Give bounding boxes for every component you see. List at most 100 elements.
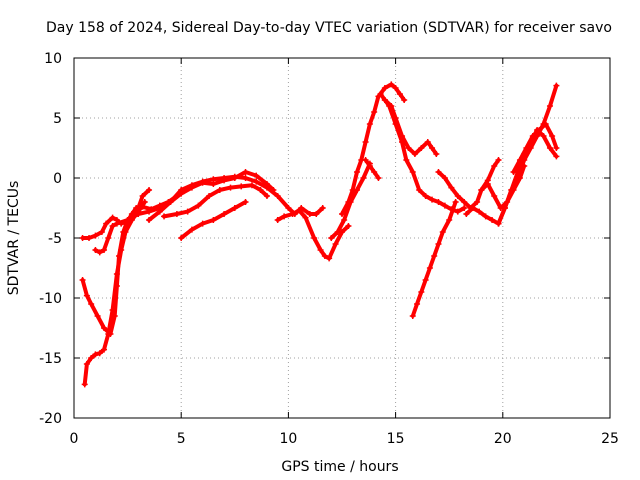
y-tick-label: 5 <box>53 111 62 127</box>
data-point <box>83 292 90 299</box>
data-point <box>484 177 491 184</box>
data-point <box>542 121 549 127</box>
data-point <box>321 253 328 259</box>
data-point <box>317 247 324 253</box>
data-point <box>124 217 131 223</box>
data-point <box>311 235 318 241</box>
data-point <box>128 211 135 217</box>
y-tick-label: -15 <box>39 351 62 367</box>
data-point <box>339 211 345 217</box>
trace-layer <box>80 82 559 387</box>
data-point <box>210 181 217 187</box>
data-point <box>409 313 416 319</box>
data-point <box>118 247 125 253</box>
data-point <box>549 133 556 139</box>
data-point <box>546 103 553 109</box>
data-point <box>349 187 356 193</box>
data-point <box>178 235 185 241</box>
data-point <box>403 157 410 163</box>
data-point <box>429 196 436 203</box>
data-point <box>491 163 498 169</box>
data-point <box>146 208 153 215</box>
data-point <box>167 199 174 205</box>
data-point <box>334 229 341 235</box>
data-point <box>103 220 110 227</box>
data-point <box>452 199 459 205</box>
data-point <box>96 350 103 357</box>
data-point <box>516 157 523 163</box>
data-point <box>141 199 148 205</box>
data-point <box>111 313 118 319</box>
data-point <box>188 184 195 191</box>
data-point <box>540 133 547 139</box>
data-point <box>94 313 101 319</box>
series-arc-10 <box>340 82 407 216</box>
data-point <box>429 145 436 151</box>
data-point <box>242 169 249 175</box>
data-point <box>242 199 249 205</box>
data-point <box>411 151 418 157</box>
data-point <box>98 229 105 235</box>
data-point <box>523 145 530 151</box>
data-point <box>86 235 93 241</box>
data-point <box>113 271 120 277</box>
data-point <box>454 193 461 199</box>
data-point <box>88 301 95 307</box>
data-point <box>476 208 483 215</box>
data-point <box>101 247 108 253</box>
data-point <box>527 139 534 145</box>
data-point <box>553 82 560 89</box>
data-point <box>489 217 496 223</box>
x-tick-label: 5 <box>177 431 186 447</box>
data-point <box>231 175 238 181</box>
data-point <box>199 179 206 186</box>
x-tick-label: 0 <box>70 431 79 447</box>
data-point <box>332 241 339 247</box>
y-axis-label: SDTVAR / TECUs <box>6 181 22 296</box>
data-point <box>253 178 260 185</box>
data-point <box>101 325 108 331</box>
data-point <box>107 331 114 337</box>
data-point <box>274 193 281 199</box>
data-point <box>135 211 142 217</box>
data-point <box>113 220 120 227</box>
x-tick-label: 20 <box>494 431 512 447</box>
data-point <box>399 139 406 145</box>
data-point <box>296 207 303 214</box>
data-point <box>88 355 95 361</box>
data-point <box>289 211 296 217</box>
data-point <box>371 169 378 175</box>
data-point <box>263 181 270 187</box>
data-point <box>109 223 116 229</box>
data-point <box>366 163 373 169</box>
data-point <box>206 193 213 199</box>
data-point <box>156 208 163 215</box>
data-point <box>139 193 146 199</box>
data-point <box>92 232 99 239</box>
data-point <box>401 97 408 103</box>
data-point <box>173 193 180 199</box>
data-point <box>422 193 429 199</box>
data-point <box>302 214 309 221</box>
data-point <box>396 91 403 97</box>
x-tick-label: 10 <box>279 431 297 447</box>
data-point <box>248 182 255 189</box>
y-tick-label: -5 <box>48 231 62 247</box>
data-point <box>414 301 421 307</box>
data-point <box>448 206 455 213</box>
y-tick-label: -10 <box>39 291 62 307</box>
data-point <box>109 214 116 221</box>
data-point <box>253 172 260 179</box>
data-point <box>113 283 120 289</box>
data-point <box>381 85 388 91</box>
data-point <box>461 205 468 211</box>
data-point <box>178 190 185 197</box>
data-point <box>386 103 393 109</box>
data-point <box>79 277 86 283</box>
data-point <box>281 213 288 220</box>
data-point <box>381 97 388 103</box>
data-point <box>433 151 440 157</box>
data-point <box>495 220 502 227</box>
data-point <box>210 217 217 223</box>
data-point <box>109 307 116 313</box>
